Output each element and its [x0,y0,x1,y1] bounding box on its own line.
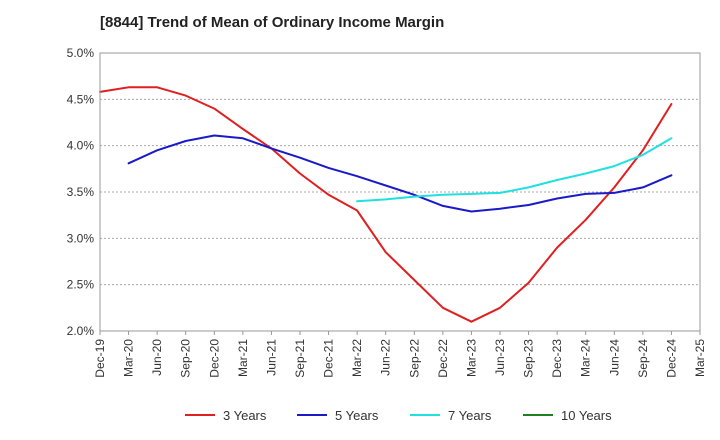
x-tick-label: Dec-23 [550,339,564,378]
y-tick-label: 4.0% [67,139,95,153]
x-tick-label: Mar-20 [122,339,136,377]
legend-label: 5 Years [335,408,379,423]
y-tick-label: 5.0% [67,46,95,60]
x-tick-label: Dec-22 [436,339,450,378]
x-tick-label: Jun-21 [264,339,278,376]
x-tick-label: Dec-19 [93,339,107,378]
x-tick-label: Sep-20 [179,339,193,378]
chart-title: [8844] Trend of Mean of Ordinary Income … [100,14,445,31]
x-tick-label: Mar-25 [693,339,707,377]
x-tick-label: Sep-22 [407,339,421,378]
x-tick-label: Sep-23 [522,339,536,378]
x-tick-label: Jun-20 [150,339,164,376]
series-lines [99,86,673,323]
x-tick-label: Dec-21 [322,339,336,378]
series-line-7-years [356,137,673,203]
x-tick-label: Sep-24 [636,339,650,378]
legend: 3 Years 5 Years 7 Years 10 Years [185,408,612,423]
x-axis-ticks: Dec-19 Mar-20 Jun-20 Sep-20 Dec-20 Mar-21 Jun-… [93,331,707,378]
x-tick-label: Mar-22 [350,339,364,377]
y-tick-label: 2.5% [67,278,95,292]
series-line-3-years [99,86,673,323]
legend-label: 10 Years [561,408,612,423]
x-tick-label: Dec-24 [664,339,678,378]
legend-label: 7 Years [448,408,492,423]
x-tick-label: Mar-23 [464,339,478,377]
y-axis-ticks: 2.0% 2.5% 3.0% 3.5% 4.0% 4.5% 5.0% [67,46,95,338]
x-tick-label: Mar-21 [236,339,250,377]
y-tick-label: 3.0% [67,231,95,245]
grid-lines [100,98,700,286]
x-tick-label: Sep-21 [293,339,307,378]
x-tick-label: Dec-20 [207,339,221,378]
legend-label: 3 Years [223,408,267,423]
y-tick-label: 2.0% [67,324,95,338]
x-tick-label: Jun-24 [607,339,621,376]
y-tick-label: 3.5% [67,185,95,199]
y-tick-label: 4.5% [67,92,95,106]
plot-frame [99,52,701,332]
x-tick-label: Mar-24 [579,339,593,377]
x-tick-label: Jun-22 [379,339,393,376]
series-line-5-years [127,134,673,213]
x-tick-label: Jun-23 [493,339,507,376]
